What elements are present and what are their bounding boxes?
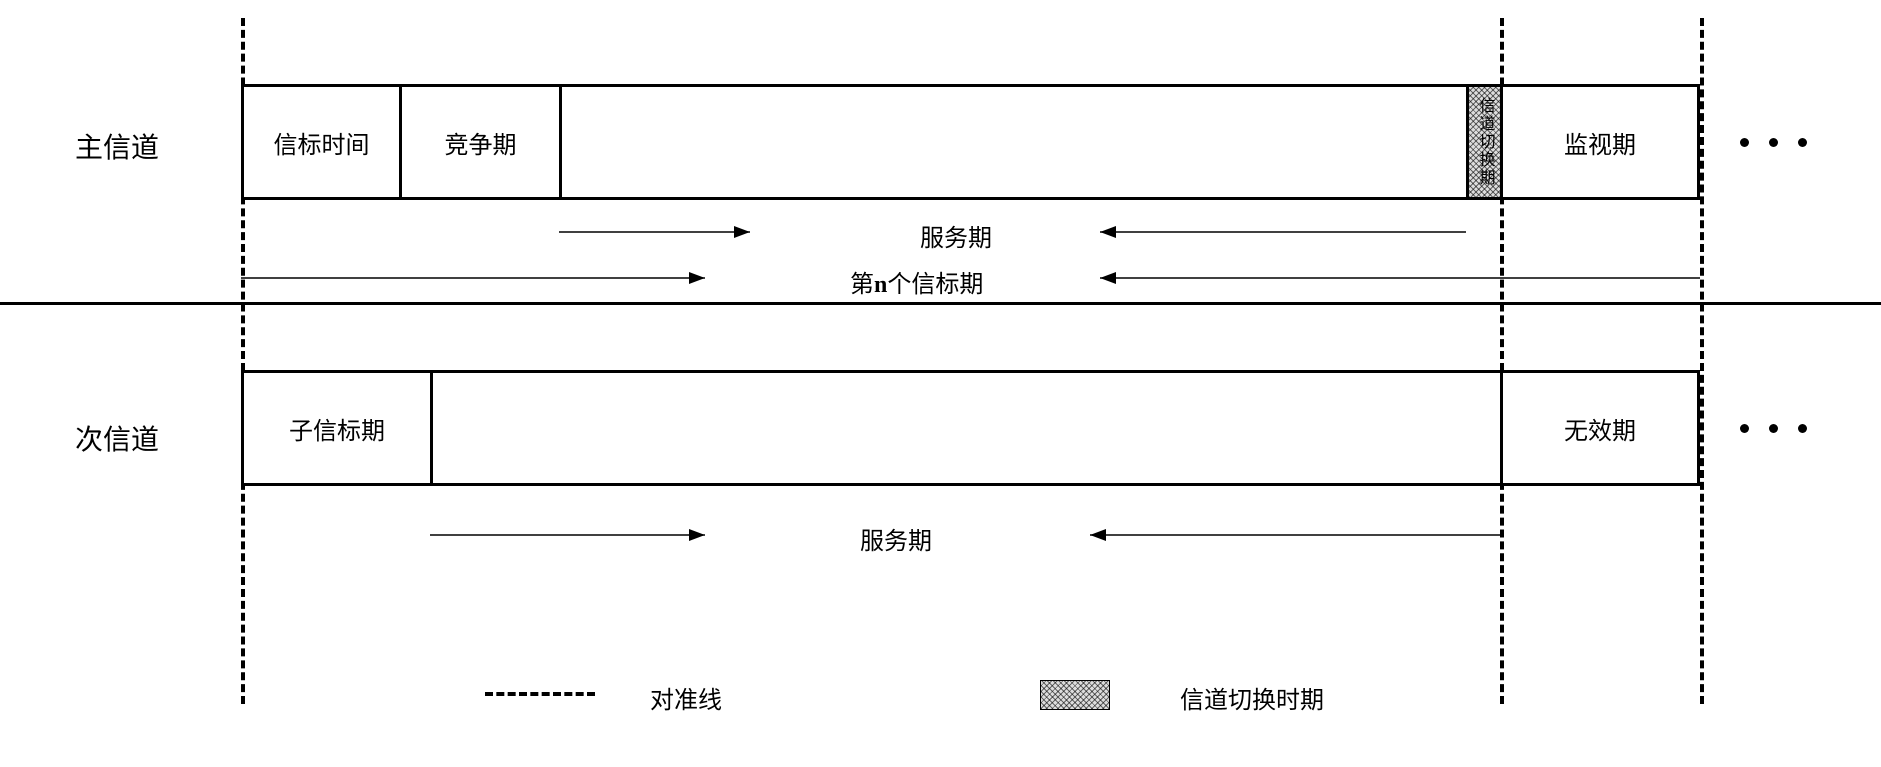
legend-switch-label: 信道切换时期 [1180, 680, 1324, 715]
legend-align-label: 对准线 [650, 680, 722, 715]
ellipsis [1740, 424, 1807, 433]
legend-dash-sample [485, 692, 595, 696]
service-sub-label: 服务期 [860, 521, 932, 556]
ellipsis [1740, 138, 1807, 147]
legend-hatch-sample [1040, 680, 1110, 710]
